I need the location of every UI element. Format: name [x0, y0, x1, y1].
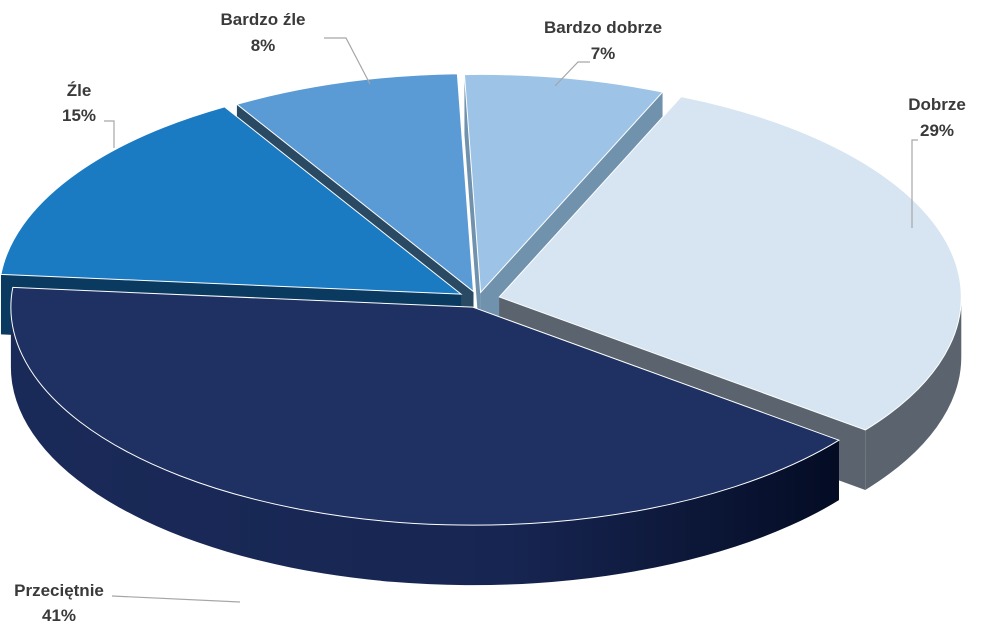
slice-value-przecietnie: 41% — [42, 606, 76, 625]
slice-bardzo-dobrze — [463, 73, 664, 294]
leader-line-zle — [104, 120, 115, 148]
slice-label-dobrze: Dobrze — [908, 95, 966, 114]
slice-label-przecietnie: Przeciętnie — [14, 581, 104, 600]
slice-label-bardzo-dobrze: Bardzo dobrze — [544, 18, 662, 37]
slice-label-bardzo-zle: Bardzo źle — [220, 10, 305, 29]
slice-value-zle: 15% — [62, 106, 96, 125]
leader-line-bardzo-zle — [324, 37, 371, 85]
slice-value-bardzo-dobrze: 7% — [591, 44, 616, 63]
slice-bardzo-zle — [235, 73, 475, 293]
slice-zle — [0, 106, 463, 295]
slice-value-bardzo-zle: 8% — [251, 36, 276, 55]
slice-label-zle: Źle — [67, 81, 92, 100]
slice-cut-face-bardzo-dobrze-0 — [464, 74, 481, 353]
slice-wall-dobrze — [865, 296, 962, 490]
leader-line-bardzo-dobrze — [554, 61, 590, 87]
slice-przecietnie — [10, 286, 841, 526]
slice-dobrze — [498, 96, 962, 431]
leader-line-przecietnie — [111, 595, 241, 603]
leader-line-dobrze — [911, 139, 918, 228]
slice-value-dobrze: 29% — [920, 121, 954, 140]
slice-wall-przecietnie — [10, 307, 839, 586]
